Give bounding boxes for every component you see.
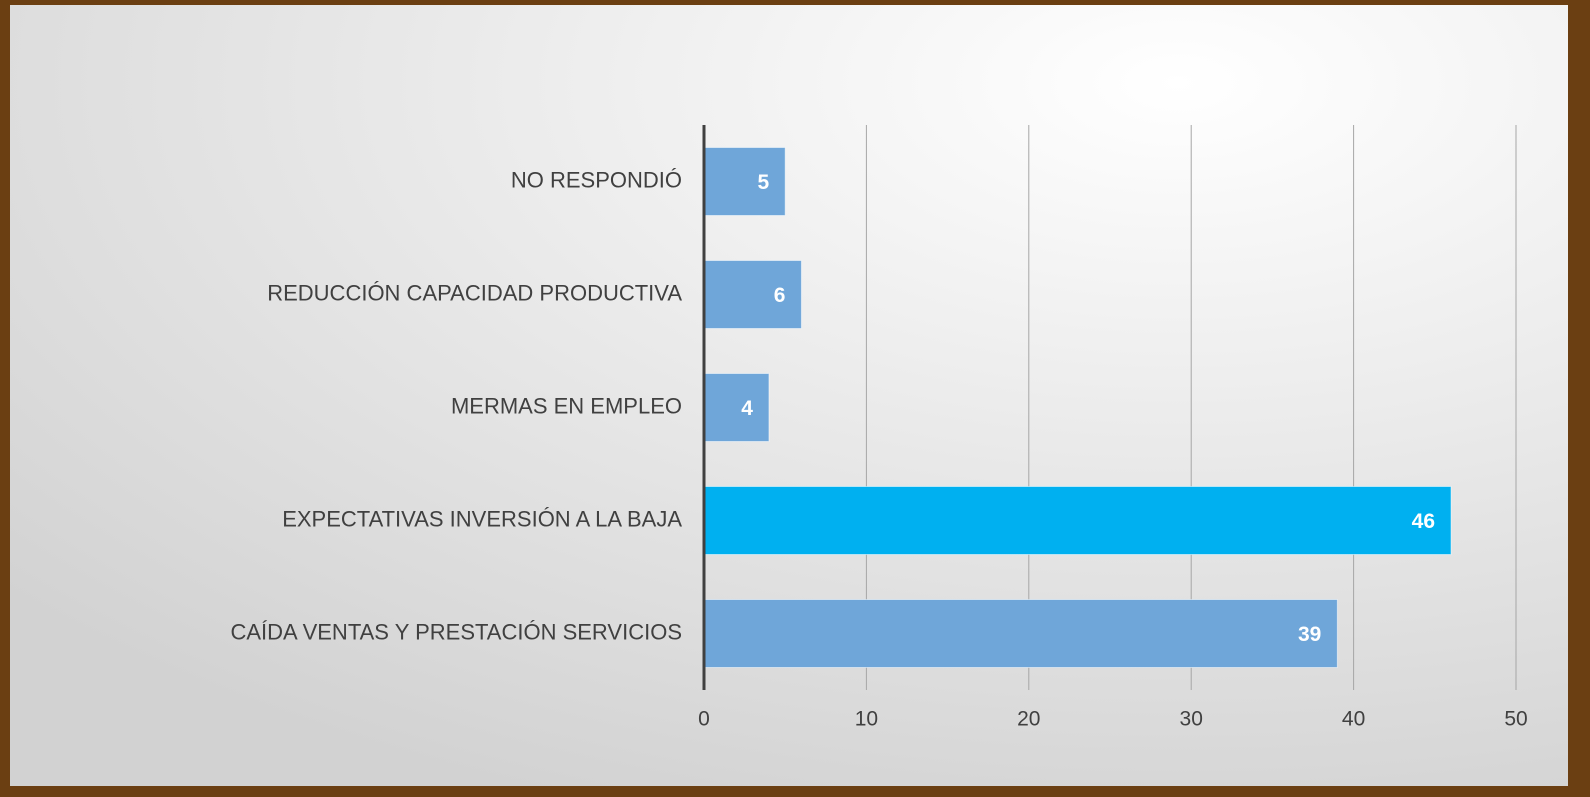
- panel: [10, 5, 1568, 786]
- value-label: 39: [1298, 623, 1321, 646]
- bar: [703, 147, 786, 216]
- bar: [703, 373, 770, 442]
- bar: [703, 486, 1452, 555]
- x-tick-label: 0: [698, 708, 710, 731]
- y-tick-label: REDUCCIÓN CAPACIDAD PRODUCTIVA: [267, 280, 682, 305]
- x-tick-label: 10: [855, 708, 878, 731]
- value-label: 5: [758, 171, 770, 194]
- value-label: 4: [741, 397, 753, 420]
- value-label: 6: [774, 284, 786, 307]
- bar: [703, 599, 1338, 668]
- x-tick-label: 30: [1180, 708, 1203, 731]
- y-tick-label: MERMAS EN EMPLEO: [451, 393, 682, 418]
- bar: [703, 260, 802, 329]
- x-tick-label: 40: [1342, 708, 1365, 731]
- y-tick-label: CAÍDA VENTAS Y PRESTACIÓN SERVICIOS: [230, 619, 682, 644]
- x-tick-label: 20: [1017, 708, 1040, 731]
- y-tick-label: NO RESPONDIÓ: [511, 167, 682, 192]
- x-tick-label: 50: [1504, 708, 1527, 731]
- y-tick-label: EXPECTATIVAS INVERSIÓN A LA BAJA: [282, 506, 682, 531]
- value-label: 46: [1412, 510, 1435, 533]
